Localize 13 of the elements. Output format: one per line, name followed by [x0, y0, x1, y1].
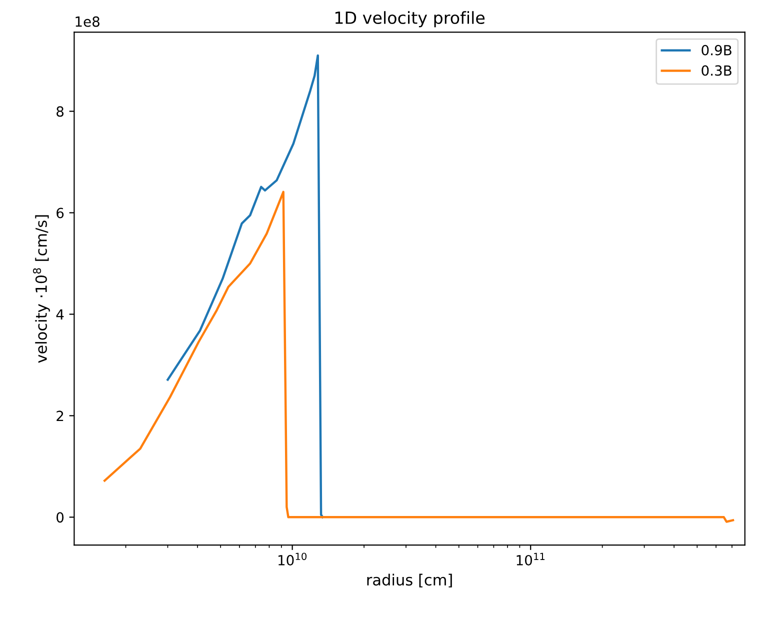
- y-tick-label: 2: [56, 410, 64, 421]
- legend-label: 0.3B: [702, 65, 732, 76]
- y-tick-label: 8: [56, 106, 64, 117]
- x-tick-label: 10$^{11}$: [516, 552, 545, 566]
- legend-label: 0.9B: [702, 44, 732, 56]
- y-tick-label: 6: [56, 208, 64, 218]
- x-axis-title: radius [cm]: [367, 574, 452, 588]
- y-tick-label: 4: [56, 309, 64, 320]
- chart-title: 1D velocity profile: [335, 11, 485, 28]
- y-axis-title: velocity ·10$^{8}$ [cm/s]: [32, 215, 50, 363]
- y-tick-label: 0: [56, 512, 64, 523]
- x-tick-label: 10$^{10}$: [278, 552, 307, 566]
- text: 1e8: [76, 16, 100, 27]
